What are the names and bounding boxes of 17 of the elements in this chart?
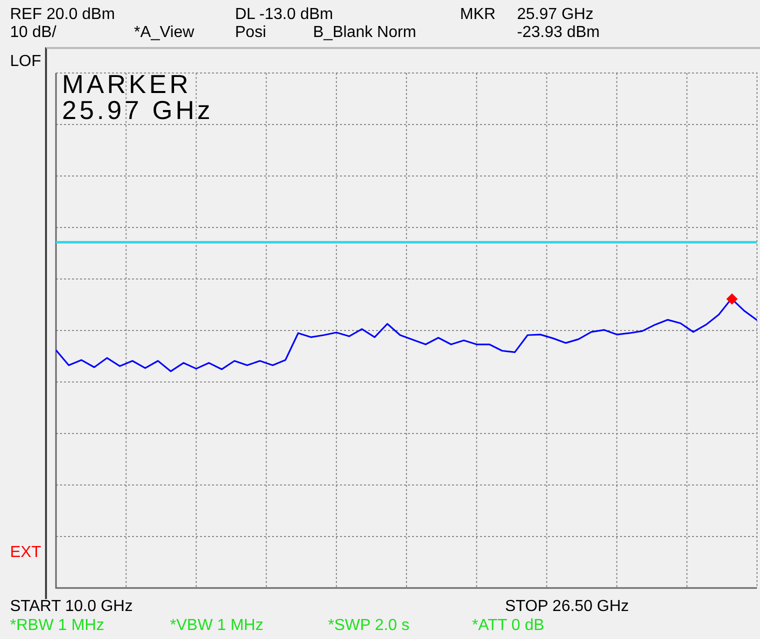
text: *RBW 1 MHz	[10, 617, 104, 635]
text: MKR	[460, 6, 496, 24]
text: LOF	[10, 53, 42, 71]
text: 25.97 GHz	[517, 6, 594, 24]
text: B_Blank Norm	[313, 24, 416, 42]
text: 10 dB/	[10, 24, 56, 42]
text: Posi	[235, 24, 266, 42]
text: *VBW 1 MHz	[170, 617, 264, 635]
text: *ATT 0 dB	[472, 617, 544, 635]
text: STOP 26.50 GHz	[505, 598, 629, 616]
text: *SWP 2.0 s	[328, 617, 410, 635]
text: DL -13.0 dBm	[235, 6, 334, 24]
text: -23.93 dBm	[517, 24, 600, 42]
text: EXT	[10, 544, 42, 562]
text: REF 20.0 dBm	[10, 6, 115, 24]
text: *A_View	[134, 24, 194, 42]
text: START 10.0 GHz	[10, 598, 133, 616]
